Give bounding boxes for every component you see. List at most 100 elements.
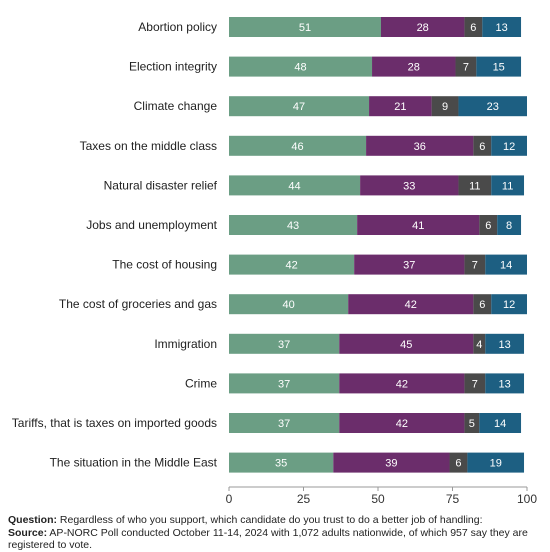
data-label: 12 xyxy=(503,299,515,311)
bar-segment xyxy=(476,56,522,77)
data-label: 21 xyxy=(394,101,406,113)
bar-segment xyxy=(473,294,492,315)
data-label: 11 xyxy=(469,180,480,192)
bar-segment xyxy=(229,254,355,275)
data-label: 45 xyxy=(400,339,412,351)
bar-segment xyxy=(357,215,480,235)
data-label: 9 xyxy=(442,101,448,113)
bar-segment xyxy=(339,413,465,433)
data-label: 42 xyxy=(396,418,408,430)
bar-segment xyxy=(479,215,498,235)
bar-segment xyxy=(479,413,522,433)
bar-segment xyxy=(229,56,373,77)
data-label: 42 xyxy=(405,299,417,311)
bar-segment xyxy=(339,373,465,394)
bar-segment xyxy=(464,254,486,275)
data-label: 37 xyxy=(278,378,290,390)
data-label: 11 xyxy=(502,180,513,192)
category-label: Jobs and unemployment xyxy=(86,218,217,232)
data-label: 39 xyxy=(385,458,397,470)
question-text: Regardless of who you support, which can… xyxy=(57,514,483,526)
bar-segment xyxy=(485,333,525,354)
bar-segment xyxy=(348,294,474,315)
category-label: The cost of housing xyxy=(112,258,217,272)
data-label: 36 xyxy=(414,141,426,153)
data-label: 13 xyxy=(496,22,508,34)
data-label: 6 xyxy=(479,299,485,311)
data-label: 28 xyxy=(417,22,429,34)
bar-segment xyxy=(372,56,456,77)
chart-footer: Question: Regardless of who you support,… xyxy=(8,514,544,552)
data-label: 28 xyxy=(408,62,420,74)
bar-segment xyxy=(380,17,465,37)
data-label: 37 xyxy=(403,260,415,272)
bar-segment xyxy=(229,333,340,354)
bar-segment xyxy=(473,135,492,156)
data-label: 13 xyxy=(499,339,511,351)
category-label: Climate change xyxy=(134,99,218,113)
bar-segment xyxy=(491,294,527,315)
bar-segment xyxy=(464,373,486,394)
bar-segment xyxy=(339,333,474,354)
bar-segment xyxy=(485,254,527,275)
bar-segment xyxy=(229,135,367,156)
data-label: 6 xyxy=(485,220,491,232)
bar-segment xyxy=(482,17,522,37)
category-label: Election integrity xyxy=(129,60,217,74)
data-label: 23 xyxy=(487,101,499,113)
bar-segment xyxy=(354,254,465,275)
question-note: Question: Regardless of who you support,… xyxy=(8,514,544,527)
data-label: 19 xyxy=(490,458,502,470)
data-label: 6 xyxy=(470,22,476,34)
data-label: 14 xyxy=(494,418,506,430)
data-label: 7 xyxy=(472,260,478,272)
category-label: Immigration xyxy=(154,337,217,351)
bar-segment xyxy=(485,373,525,394)
category-label: The situation in the Middle East xyxy=(50,456,218,470)
source-label: Source: xyxy=(8,526,48,539)
bar-segment xyxy=(229,413,340,433)
bar-segment xyxy=(464,17,483,37)
category-label: Taxes on the middle class xyxy=(80,139,217,153)
x-tick-label: 50 xyxy=(371,492,385,506)
data-label: 5 xyxy=(469,418,475,430)
bar-segment xyxy=(458,96,527,117)
bar-segment xyxy=(229,96,370,117)
x-tick-label: 100 xyxy=(517,492,537,506)
data-label: 42 xyxy=(285,260,297,272)
bar-segment xyxy=(366,135,474,156)
bar-segment xyxy=(229,373,340,394)
data-label: 8 xyxy=(506,220,512,232)
bar-segment xyxy=(473,333,486,354)
data-label: 42 xyxy=(396,378,408,390)
data-label: 48 xyxy=(294,62,306,74)
data-label: 6 xyxy=(455,458,461,470)
data-label: 41 xyxy=(412,220,424,232)
bar-segment xyxy=(229,17,381,37)
x-tick-label: 25 xyxy=(297,492,311,506)
bar-segment xyxy=(229,215,358,235)
bar-segment xyxy=(491,175,525,196)
bar-segment xyxy=(458,175,492,196)
x-tick-label: 75 xyxy=(446,492,460,506)
bar-segment xyxy=(229,452,334,473)
bar-segment xyxy=(497,215,522,235)
bar-segment xyxy=(455,56,477,77)
data-label: 40 xyxy=(282,299,294,311)
data-label: 6 xyxy=(479,141,485,153)
category-label: The cost of groceries and gas xyxy=(59,297,217,311)
bar-segment xyxy=(333,452,450,473)
source-text: AP-NORC Poll conducted October 11-14, 20… xyxy=(8,526,528,552)
data-label: 43 xyxy=(287,220,299,232)
data-label: 37 xyxy=(278,339,290,351)
x-tick-label: 0 xyxy=(226,492,233,506)
category-label: Natural disaster relief xyxy=(104,178,218,192)
data-label: 14 xyxy=(500,260,512,272)
data-label: 37 xyxy=(278,418,290,430)
bar-segment xyxy=(369,96,432,117)
category-label: Crime xyxy=(185,376,217,390)
source-note: Source: AP-NORC Poll conducted October 1… xyxy=(8,527,544,552)
data-label: 12 xyxy=(503,141,515,153)
data-label: 44 xyxy=(288,180,300,192)
